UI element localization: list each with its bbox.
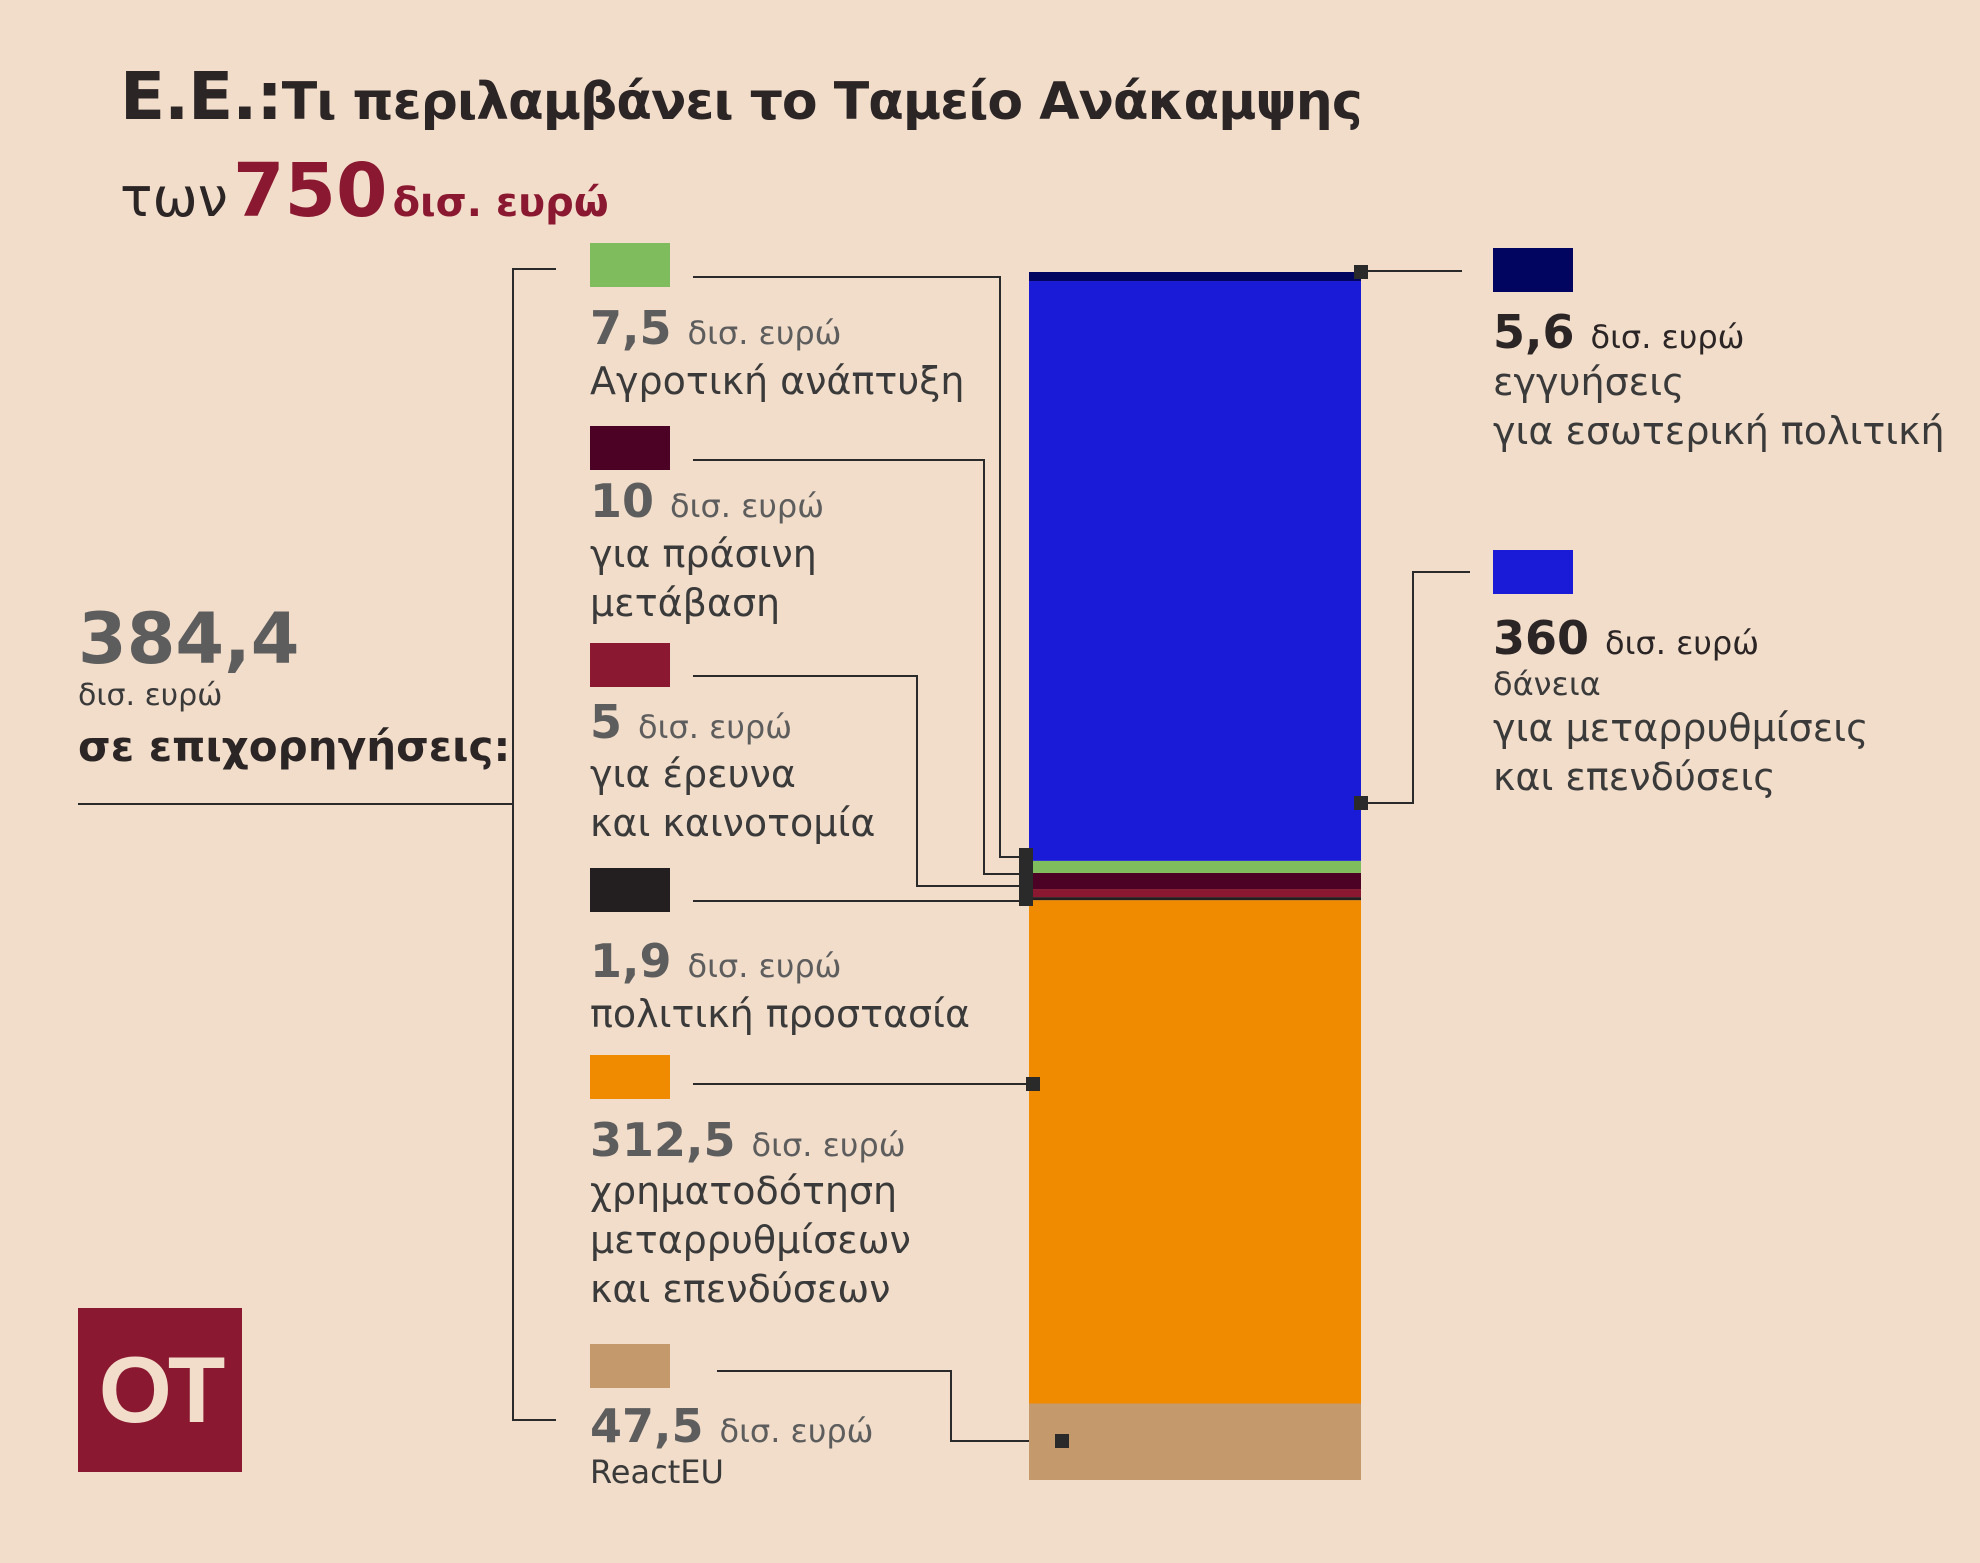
legend-swatch-research xyxy=(590,643,670,687)
subtitle-total: 750 xyxy=(233,148,388,234)
legend-swatch-react xyxy=(590,1344,670,1388)
connector-loans xyxy=(1361,571,1470,804)
desc-green-line2: μετάβαση xyxy=(590,581,781,625)
legend-value-research: 5 δισ. ευρώ xyxy=(590,696,792,753)
desc-rrf-line2: μεταρρυθμίσεων xyxy=(590,1218,911,1262)
connector-markers xyxy=(1019,265,1368,1448)
value-civil: 1,9 xyxy=(590,934,672,988)
legend-value-guarantees: 5,6 δισ. ευρώ xyxy=(1493,306,1744,363)
desc-guarantees-line2: για εσωτερική πολιτική xyxy=(1493,409,1945,453)
value-react: 47,5 xyxy=(590,1399,704,1453)
connector-react xyxy=(717,1370,1062,1442)
legend-desc-green: για πράσινη μετάβαση xyxy=(590,530,817,628)
marker-small-group xyxy=(1019,848,1033,906)
unit-civil: δισ. ευρώ xyxy=(687,947,842,985)
legend-swatch-agri xyxy=(590,243,670,287)
bar-segment-research xyxy=(1029,889,1361,898)
legend-desc-rrf: χρηματοδότηση μεταρρυθμίσεων και επενδύσ… xyxy=(590,1167,911,1314)
page-title: Ε.Ε.:Τι περιλαμβάνει το Ταμείο Ανάκαμψης xyxy=(120,58,1363,135)
legend-value-loans: 360 δισ. ευρώ xyxy=(1493,612,1759,669)
legend-value-civil: 1,9 δισ. ευρώ xyxy=(590,935,841,992)
desc-react-line1: ReactEU xyxy=(590,1453,724,1491)
bar-segment-loans xyxy=(1029,281,1361,861)
marker-loans xyxy=(1354,796,1368,810)
legend-swatch-rrf xyxy=(590,1055,670,1099)
desc-agri-line1: Αγροτική ανάπτυξη xyxy=(590,359,965,403)
legend-desc-loans: δάνεια για μεταρρυθμίσεις και επενδύσεις xyxy=(1493,664,1868,802)
unit-loans: δισ. ευρώ xyxy=(1605,624,1759,662)
bar-segment-green xyxy=(1029,872,1361,890)
subtitle-prefix: των xyxy=(120,166,228,229)
bar-segment-agri xyxy=(1029,860,1361,873)
connector-green xyxy=(693,459,1026,875)
desc-research-line1: για έρευνα xyxy=(590,752,796,796)
legend-swatch-guarantees xyxy=(1493,248,1573,292)
bar-segment-react xyxy=(1029,1403,1361,1480)
desc-research-line2: και καινοτομία xyxy=(590,801,876,845)
value-research: 5 xyxy=(590,695,623,749)
legend-value-agri: 7,5 δισ. ευρώ xyxy=(590,302,841,359)
legend-desc-research: για έρευνα και καινοτομία xyxy=(590,750,875,848)
legend-desc-civil: πολιτική προστασία xyxy=(590,990,970,1039)
legend-swatch-loans xyxy=(1493,550,1573,594)
connector-research xyxy=(693,675,1026,887)
legend-swatch-green xyxy=(590,426,670,470)
value-rrf: 312,5 xyxy=(590,1113,736,1167)
legend-desc-react: ReactEU xyxy=(590,1452,724,1492)
bar-segment-rrf xyxy=(1029,900,1361,1404)
legend-desc-agri: Αγροτική ανάπτυξη xyxy=(590,357,965,406)
unit-guarantees: δισ. ευρώ xyxy=(1590,318,1745,356)
legend-value-green: 10 δισ. ευρώ xyxy=(590,475,824,532)
marker-rrf xyxy=(1026,1077,1040,1091)
grants-total-unit: δισ. ευρώ xyxy=(78,678,223,713)
value-guarantees: 5,6 xyxy=(1493,305,1575,359)
bar-segment-civil xyxy=(1029,897,1361,901)
connector-agri xyxy=(693,276,1026,858)
desc-rrf-line3: και επενδύσεων xyxy=(590,1267,891,1311)
unit-react: δισ. ευρώ xyxy=(719,1412,874,1450)
grants-total-label: σε επιχορηγήσεις: xyxy=(78,722,511,771)
page-subtitle: των 750 δισ. ευρώ xyxy=(120,148,609,234)
desc-green-line1: για πράσινη xyxy=(590,532,817,576)
value-green: 10 xyxy=(590,474,655,528)
desc-loans-line1: δάνεια xyxy=(1493,665,1601,703)
marker-guarantees xyxy=(1354,265,1368,279)
desc-guarantees-line1: εγγυήσεις xyxy=(1493,360,1685,404)
unit-rrf: δισ. ευρώ xyxy=(751,1126,906,1164)
subtitle-unit: δισ. ευρώ xyxy=(392,180,609,226)
legend-swatch-civil xyxy=(590,868,670,912)
value-agri: 7,5 xyxy=(590,301,672,355)
grants-bracket xyxy=(512,268,556,1421)
unit-agri: δισ. ευρώ xyxy=(687,314,842,352)
unit-research: δισ. ευρώ xyxy=(638,708,792,746)
bar-segment-guarantees xyxy=(1029,272,1361,282)
unit-green: δισ. ευρώ xyxy=(670,487,824,525)
desc-civil-line1: πολιτική προστασία xyxy=(590,992,971,1036)
grants-total-value: 384,4 xyxy=(78,598,300,680)
connector-lines xyxy=(78,268,1470,1442)
marker-react xyxy=(1055,1434,1069,1448)
value-loans: 360 xyxy=(1493,611,1590,665)
legend-value-react: 47,5 δισ. ευρώ xyxy=(590,1400,873,1457)
title-prefix: Ε.Ε.: xyxy=(120,58,283,135)
desc-rrf-line1: χρηματοδότηση xyxy=(590,1169,898,1213)
ot-logo: OT xyxy=(78,1308,242,1472)
legend-value-rrf: 312,5 δισ. ευρώ xyxy=(590,1114,905,1171)
desc-loans-line3: και επενδύσεις xyxy=(1493,755,1776,799)
legend-desc-guarantees: εγγυήσεις για εσωτερική πολιτική xyxy=(1493,358,1945,456)
desc-loans-line2: για μεταρρυθμίσεις xyxy=(1493,706,1869,750)
title-text: Τι περιλαμβάνει το Ταμείο Ανάκαμψης xyxy=(281,72,1363,132)
bar-segments xyxy=(1029,272,1361,1480)
